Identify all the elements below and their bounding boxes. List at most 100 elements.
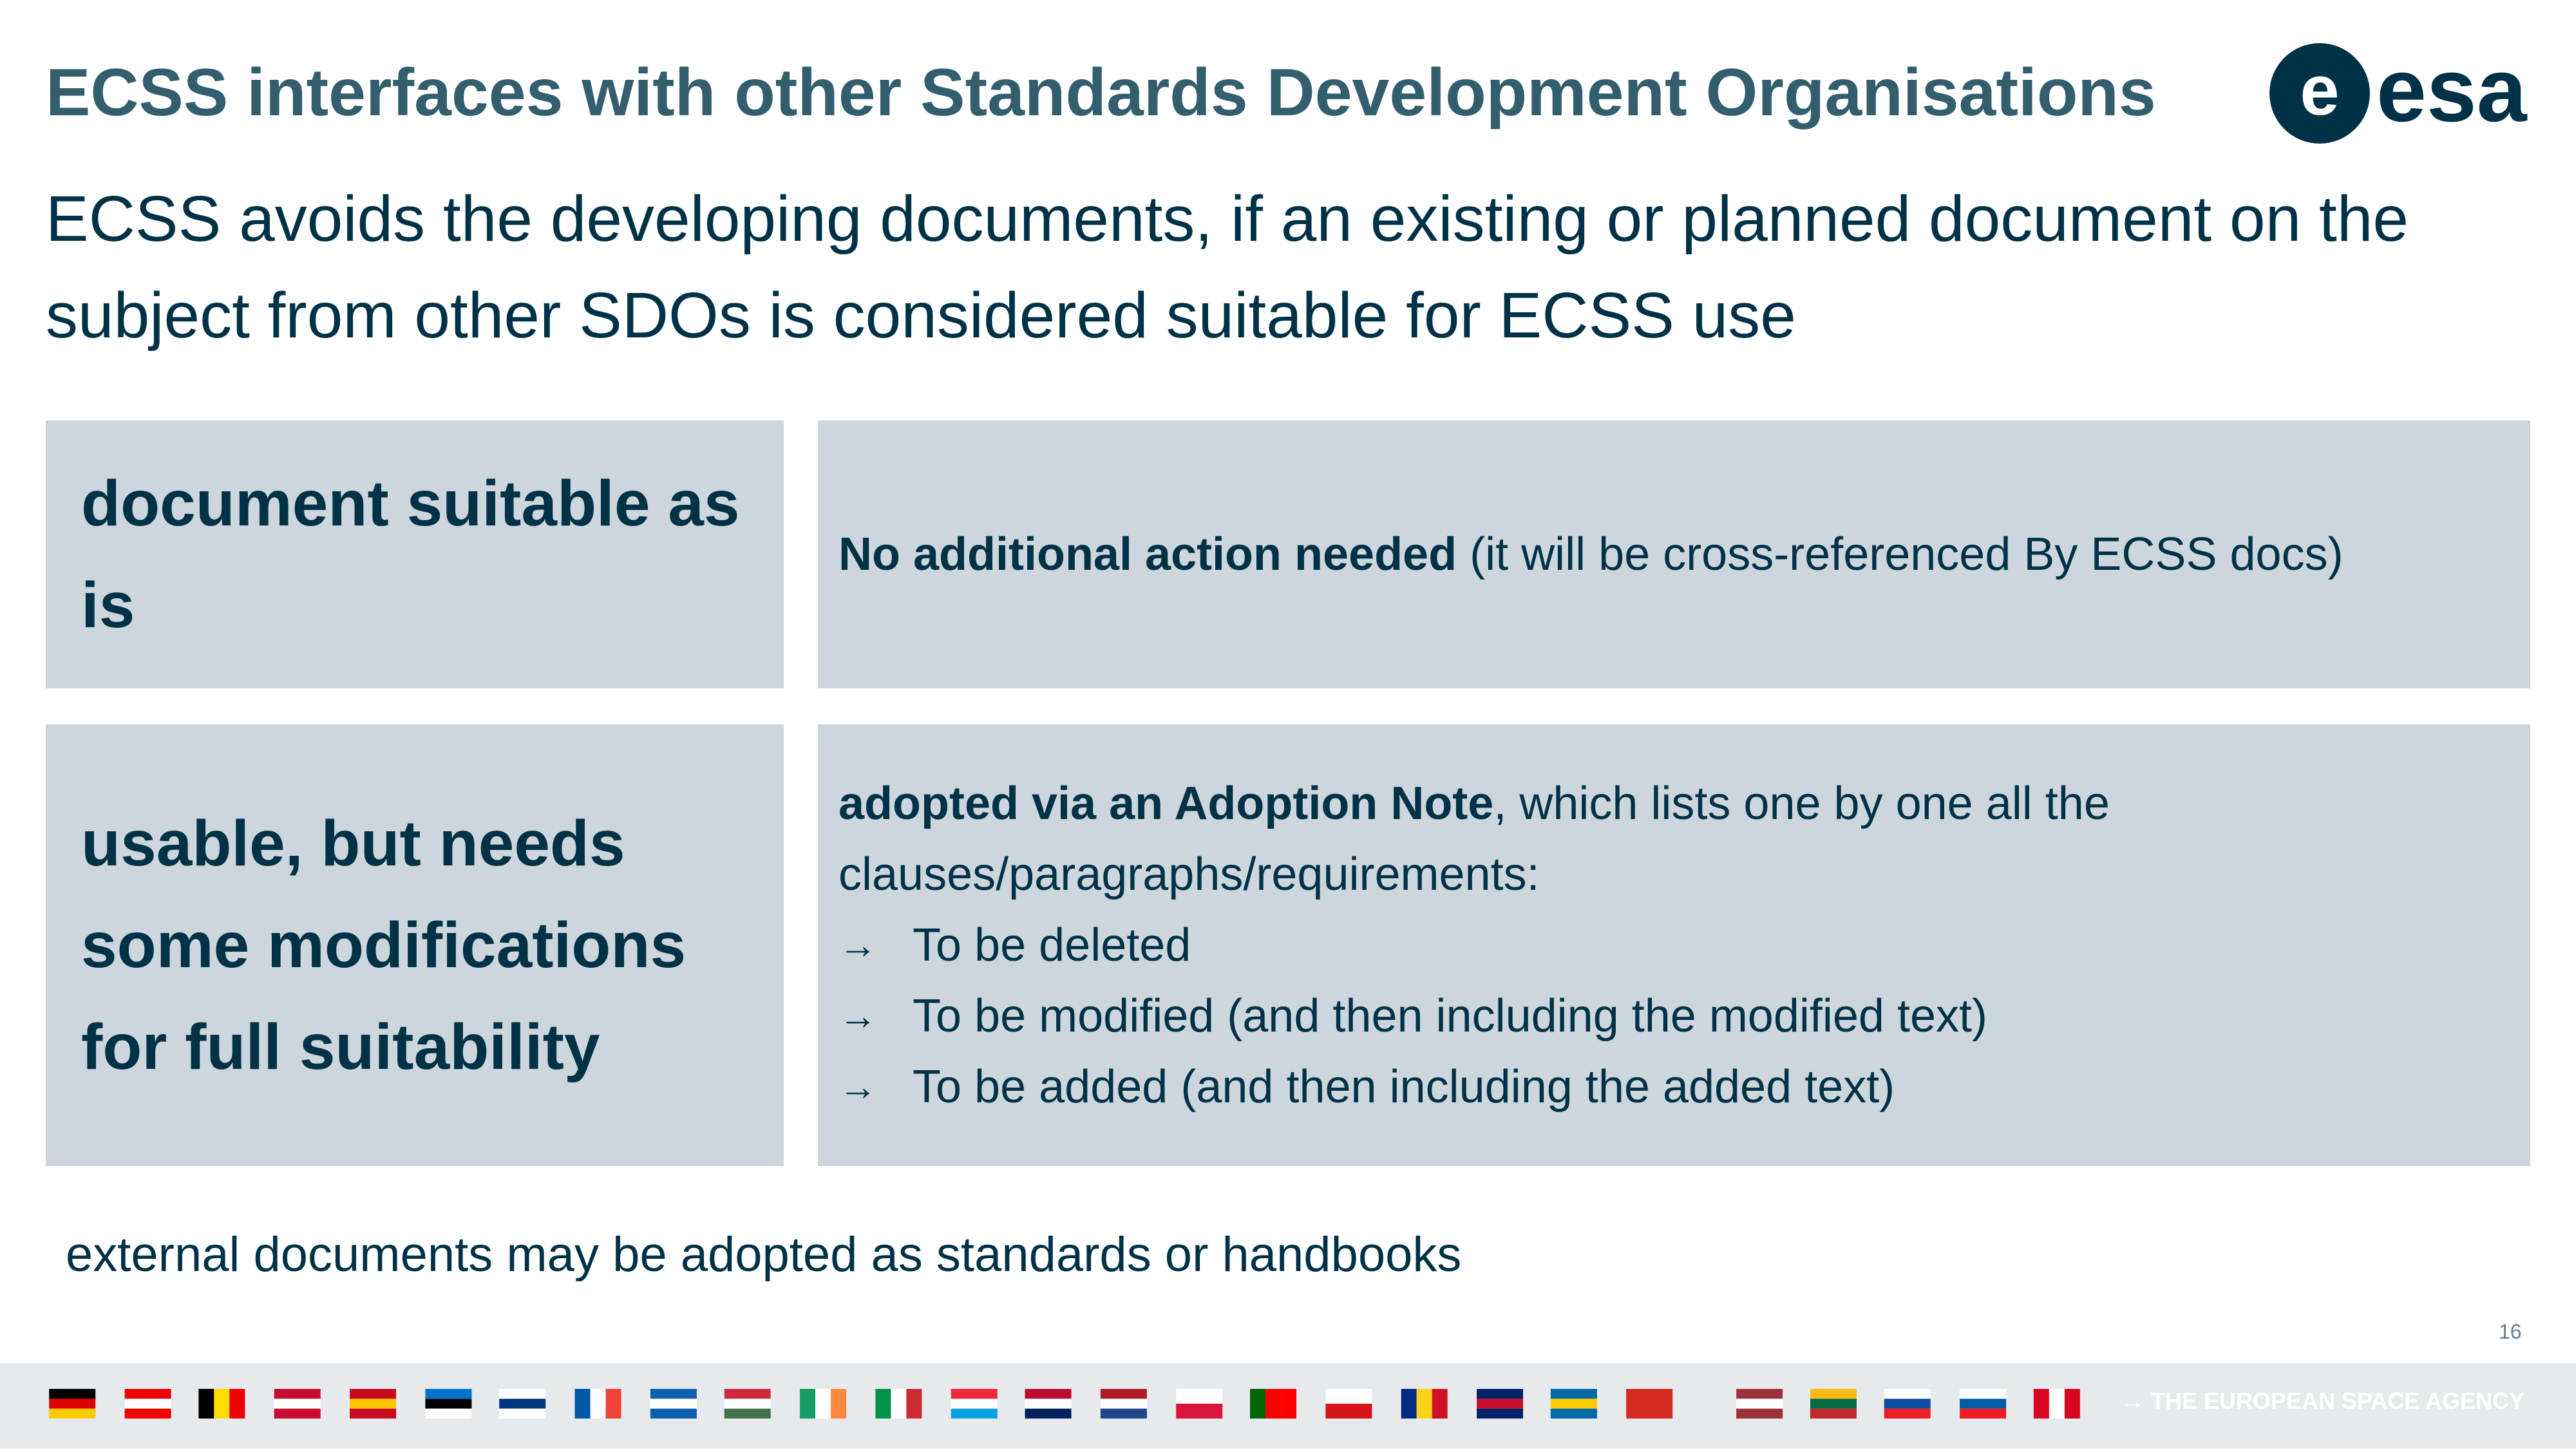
text: , which lists one by one all the clauses…	[838, 778, 2110, 900]
row-label-box: usable, but needs some modifications for…	[46, 724, 784, 1166]
flag-stripe	[2033, 1389, 2049, 1419]
flag-stripe	[1550, 1389, 1597, 1399]
flag-stripe	[499, 1399, 546, 1409]
flag-stripe	[350, 1389, 397, 1399]
flag-stripe	[831, 1389, 847, 1419]
flag-stripe	[1100, 1389, 1147, 1399]
logo-e: e	[2300, 51, 2339, 130]
flag-stripe	[875, 1389, 891, 1419]
footnote: external documents may be adopted as sta…	[66, 1227, 1462, 1282]
flag-stripe	[1325, 1389, 1372, 1404]
flag-stripe	[1401, 1389, 1417, 1419]
row-text-box: adopted via an Adoption Note, which list…	[818, 724, 2530, 1166]
row-text-box: No additional action needed (it will be …	[818, 420, 2530, 688]
flag-stripe	[425, 1408, 472, 1419]
flag-stripe	[274, 1399, 321, 1409]
flag-stripe	[1736, 1399, 1783, 1409]
flag-stripe	[1736, 1389, 1783, 1399]
flag-stripe	[1477, 1399, 1524, 1409]
flag-stripe	[800, 1389, 816, 1419]
bullet: → To be deleted	[838, 910, 2505, 981]
flag-stripe	[951, 1399, 998, 1409]
title: ECSS interfaces with other Standards Dev…	[46, 55, 2156, 130]
flag-stripe	[724, 1389, 771, 1399]
flag-stripe	[1176, 1389, 1223, 1404]
row-label-box: document suitable as is	[46, 420, 784, 688]
flag-stripe	[49, 1389, 96, 1399]
flag-stripe	[2049, 1389, 2065, 1419]
flag-stripe	[1250, 1389, 1266, 1419]
flag-stripe	[1025, 1389, 1072, 1399]
flag-stripe	[815, 1389, 831, 1419]
flag-stripe	[951, 1408, 998, 1419]
flag-stripe	[724, 1408, 771, 1419]
flag-stripe	[425, 1389, 472, 1399]
flags	[49, 1389, 2080, 1419]
flag-stripe	[350, 1408, 397, 1419]
flag-stripe	[214, 1389, 230, 1419]
flag-stripe	[124, 1399, 171, 1409]
flag-stripe	[650, 1408, 697, 1419]
row-label: usable, but needs some modifications for…	[81, 807, 687, 1083]
flag-stripe	[1416, 1389, 1432, 1419]
flag-stripe	[350, 1399, 397, 1409]
flag-stripe	[229, 1389, 245, 1419]
flag-stripe	[49, 1399, 96, 1409]
footer-bar	[0, 1363, 2576, 1449]
footer: → THE EUROPEAN SPACE AGENCY	[2121, 1388, 2524, 1414]
flag-stripe	[1477, 1389, 1524, 1399]
flag-stripe	[274, 1389, 321, 1399]
flag-stripe	[1960, 1408, 2007, 1419]
flag-stripe	[724, 1399, 771, 1409]
flag-stripe	[1176, 1404, 1223, 1419]
bullet-text: To be deleted	[913, 919, 1191, 971]
esa-logo: e esa	[2269, 39, 2528, 144]
flag-stripe	[1281, 1389, 1297, 1419]
footer-text: THE EUROPEAN SPACE AGENCY	[2150, 1388, 2524, 1414]
flag-stripe	[1626, 1404, 1673, 1419]
bold-text: No additional action needed	[838, 529, 1457, 580]
subtitle: ECSS avoids the developing documents, if…	[46, 183, 2409, 352]
row-text: No additional action needed (it will be …	[818, 519, 2369, 590]
text: (it will be cross-referenced By ECSS doc…	[1470, 529, 2344, 580]
flag-stripe	[951, 1389, 998, 1399]
flag-stripe	[906, 1389, 922, 1419]
bullet: → To be modified (and then including the …	[838, 981, 2505, 1051]
flag-stripe	[1477, 1408, 1524, 1419]
flag-stripe	[198, 1389, 214, 1419]
flag-stripe	[49, 1408, 96, 1419]
flag-stripe	[650, 1399, 697, 1409]
page-number: 16	[2499, 1320, 2522, 1343]
flag-stripe	[891, 1389, 907, 1419]
flag-stripe	[1884, 1389, 1931, 1399]
flag-stripe	[1884, 1399, 1931, 1409]
flag-stripe	[1960, 1399, 2007, 1409]
logo-text: esa	[2376, 39, 2528, 140]
bullet-list: → To be deleted → To be modified (and then…	[838, 910, 2505, 1122]
flag-stripe	[1884, 1408, 1931, 1419]
flag-stripe	[1960, 1389, 2007, 1399]
flag-stripe	[2064, 1389, 2080, 1419]
flag-stripe	[1265, 1389, 1282, 1419]
row-label: document suitable as is	[81, 467, 740, 641]
flag-stripe	[425, 1399, 472, 1409]
bold-text: adopted via an Adoption Note	[838, 778, 1494, 829]
flag-stripe	[1736, 1408, 1783, 1419]
flag-stripe	[1810, 1408, 1857, 1419]
flag-stripe	[1810, 1389, 1857, 1399]
flag-stripe	[1025, 1408, 1072, 1419]
flag-stripe	[1100, 1408, 1147, 1419]
flag-stripe	[499, 1389, 546, 1399]
flag-stripe	[124, 1389, 171, 1399]
bullet-text: To be added (and then including the adde…	[913, 1061, 1895, 1113]
flag-stripe	[574, 1389, 591, 1419]
flag-stripe	[1432, 1389, 1448, 1419]
flag-stripe	[650, 1389, 697, 1399]
flag-stripe	[1550, 1399, 1597, 1409]
flag-stripe	[1810, 1399, 1857, 1409]
flag-stripe	[274, 1408, 321, 1419]
flag-stripe	[1550, 1408, 1597, 1419]
flag-stripe	[1100, 1399, 1147, 1409]
flag-stripe	[1025, 1399, 1072, 1409]
